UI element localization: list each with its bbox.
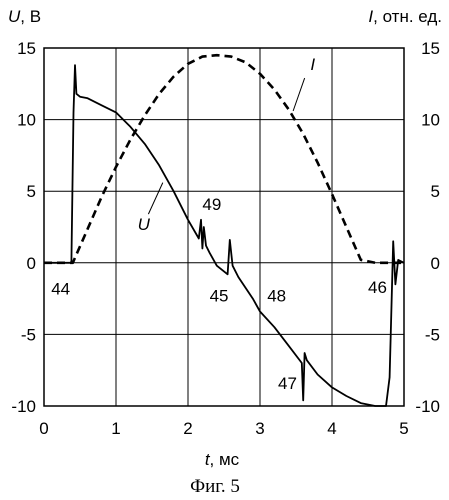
annotation-I: I: [310, 55, 315, 74]
y-tick-label-left: -10: [11, 397, 36, 416]
y-axis-left-var: U: [8, 7, 21, 26]
annotation-47: 47: [278, 374, 297, 393]
annotation-44: 44: [51, 280, 70, 299]
x-tick-label: 2: [183, 419, 192, 438]
y-axis-right-label: I, отн. ед.: [368, 7, 442, 26]
y-tick-label-right: 5: [431, 182, 440, 201]
annotation-46: 46: [368, 278, 387, 297]
x-tick-label: 3: [255, 419, 264, 438]
y-tick-label-right: -10: [415, 397, 440, 416]
x-tick-label: 4: [327, 419, 336, 438]
y-tick-label-right: 15: [421, 39, 440, 58]
y-tick-label-right: 0: [431, 254, 440, 273]
y-tick-label-left: 15: [17, 39, 36, 58]
annotation-49: 49: [202, 195, 221, 214]
figure-caption: Фиг. 5: [190, 476, 240, 497]
y-axis-left-unit: , В: [20, 7, 41, 26]
y-tick-label-left: 10: [17, 111, 36, 130]
y-tick-label-left: 5: [27, 182, 36, 201]
y-tick-label-right: -5: [425, 325, 440, 344]
y-axis-right-unit: , отн. ед.: [373, 7, 442, 26]
y-tick-label-left: 0: [27, 254, 36, 273]
x-axis-unit: , мс: [210, 450, 240, 469]
x-tick-label: 5: [399, 419, 408, 438]
annotation-48: 48: [267, 287, 286, 306]
x-tick-label: 0: [39, 419, 48, 438]
y-tick-label-right: 10: [421, 111, 440, 130]
y-tick-label-left: -5: [21, 325, 36, 344]
y-axis-left-label: U, В: [8, 7, 41, 26]
annotation-U: U: [138, 215, 151, 234]
x-axis-label: t, мс: [205, 450, 240, 469]
x-tick-label: 1: [111, 419, 120, 438]
annotation-45: 45: [210, 287, 229, 306]
